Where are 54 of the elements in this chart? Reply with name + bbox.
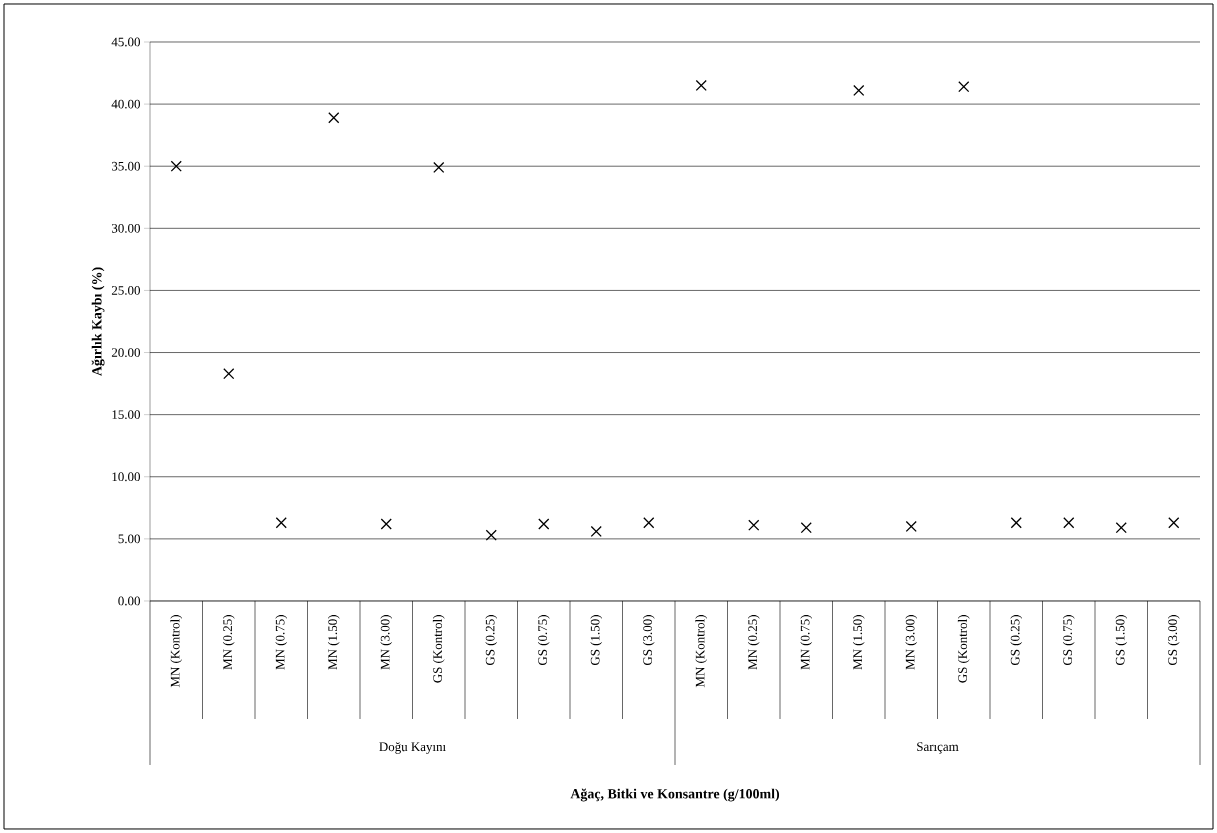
y-tick-label: 35.00: [111, 161, 140, 171]
y-tick-label: 45.00: [111, 37, 140, 47]
point: [1168, 517, 1180, 529]
point: [800, 522, 812, 534]
x-tick-label: MN (Kontrol): [695, 615, 708, 688]
point: [433, 161, 445, 174]
x-tick-label: GS (0.25): [1010, 615, 1023, 666]
x-tick-label: GS (Kontrol): [432, 615, 445, 683]
y-tick-label: 5.00: [118, 534, 140, 544]
y-tick-label: 30.00: [111, 223, 140, 233]
point: [643, 517, 655, 529]
point: [1063, 517, 1075, 529]
y-tick-label: 10.00: [112, 472, 140, 482]
x-tick-label: GS (3.00): [1167, 615, 1180, 666]
x-tick-label: MN (3.00): [380, 615, 393, 670]
point: [958, 81, 970, 93]
x-tick-label: GS (0.75): [1062, 615, 1075, 666]
y-tick-label: 25.00: [111, 286, 140, 295]
x-tick-label: MN (1.50): [852, 615, 865, 670]
point: [485, 529, 497, 541]
x-tick-label: GS (0.25): [485, 615, 498, 666]
point: [1115, 522, 1127, 534]
point: [748, 519, 760, 531]
x-tick-label: MN (0.75): [800, 615, 813, 670]
point: [170, 160, 182, 172]
x-tick-label: MN (0.25): [222, 615, 235, 670]
point: [223, 368, 235, 380]
point: [328, 112, 340, 124]
text: Sarıçam: [917, 742, 959, 754]
y-tick-label: 15.00: [112, 410, 140, 420]
x-tick-label: GS (Kontrol): [957, 615, 970, 683]
point: [905, 520, 917, 533]
point: [538, 518, 550, 530]
point: [1010, 517, 1022, 529]
x-tick-label: GS (1.50): [1115, 615, 1128, 666]
point: [275, 517, 287, 529]
x-tick-label: GS (3.00): [642, 615, 655, 666]
x-tick-label: GS (1.50): [590, 615, 603, 666]
point: [695, 79, 707, 92]
x-tick-label: GS (0.75): [537, 615, 550, 666]
y-axis-title: Ağırlık Kaybı (%): [91, 267, 105, 376]
x-tick-label: MN (1.50): [327, 615, 340, 670]
x-tick-label: MN (0.25): [747, 615, 760, 670]
point: [380, 518, 392, 530]
y-tick-label: 40.00: [111, 99, 140, 109]
text: Doğu Kayını: [379, 742, 446, 754]
x-tick-label: MN (3.00): [905, 615, 918, 670]
point: [590, 525, 602, 538]
x-tick-label: MN (0.75): [275, 615, 288, 670]
y-tick-label: 20.00: [111, 348, 140, 357]
x-tick-label: MN (Kontrol): [170, 615, 183, 688]
y-tick-label: 0.00: [118, 596, 140, 606]
point: [853, 84, 865, 97]
text: Ağaç, Bitki ve Konsantre (g/100ml): [570, 788, 780, 802]
